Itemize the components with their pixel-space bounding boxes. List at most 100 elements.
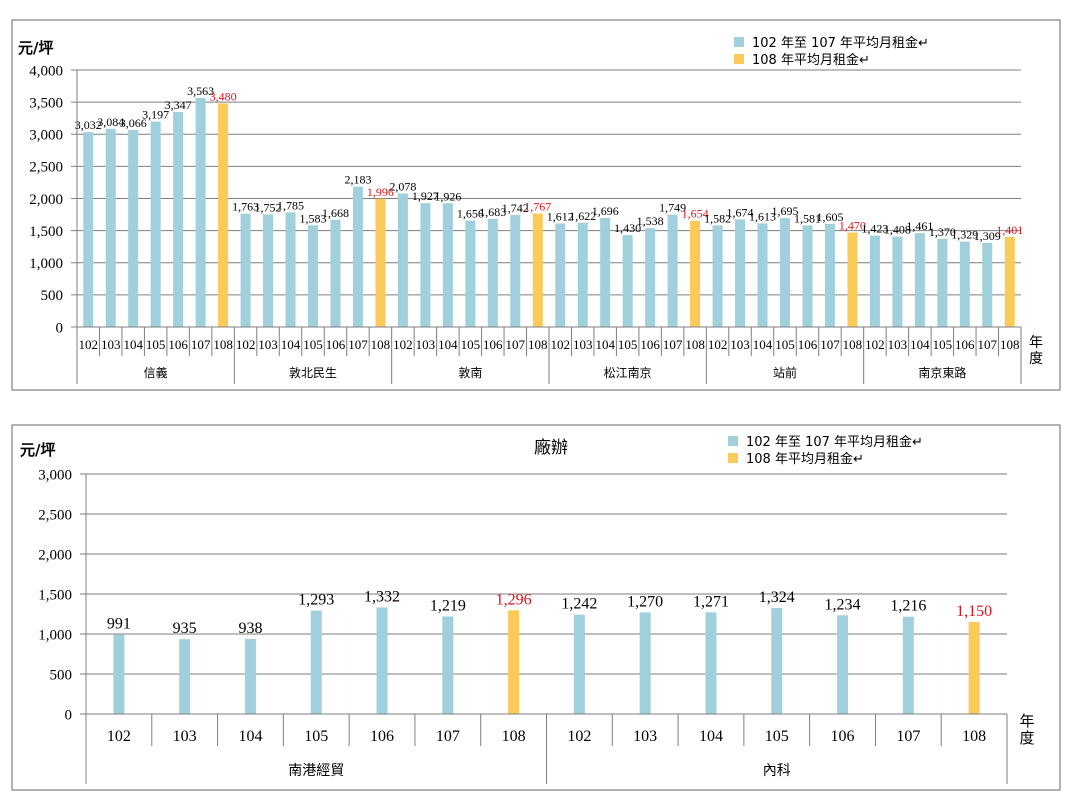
x-tick-label: 104 <box>699 728 723 745</box>
data-label: 3,032 <box>75 118 102 132</box>
data-label: 1,622 <box>569 209 596 223</box>
bar <box>113 634 125 714</box>
y-axis-label: 元/坪 <box>18 39 53 57</box>
x-tick-label: 102 <box>865 337 885 352</box>
data-label: 1,470 <box>839 219 866 233</box>
y-tick-label: 0 <box>56 320 64 336</box>
bar <box>639 612 651 714</box>
legend-entry: 108 年平均月租金↵ <box>746 451 864 467</box>
y-tick-label: 1,000 <box>38 627 72 643</box>
data-label: 1,696 <box>592 204 619 218</box>
data-label: 3,084 <box>97 115 124 129</box>
data-label: 1,461 <box>906 219 933 233</box>
chart-frame <box>11 19 1061 391</box>
data-label: 938 <box>238 620 262 637</box>
bar <box>285 212 296 327</box>
x-tick-label: 103 <box>633 728 657 745</box>
bar <box>263 214 274 327</box>
data-label: 2,078 <box>389 179 416 193</box>
group-label: 南港經貿 <box>288 763 344 779</box>
data-label: 1,767 <box>524 199 551 213</box>
x-tick-label: 105 <box>933 337 953 352</box>
bar <box>532 213 543 327</box>
bar <box>330 219 341 327</box>
x-tick-label: 106 <box>168 337 188 352</box>
data-label: 1,674 <box>727 205 754 219</box>
x-tick-label: 108 <box>528 337 548 352</box>
x-tick-label: 103 <box>888 337 908 352</box>
legend-swatch <box>734 37 744 47</box>
x-tick-label: 107 <box>896 728 920 745</box>
bar <box>179 639 191 714</box>
bar <box>982 242 993 327</box>
y-tick-label: 2,000 <box>29 192 63 208</box>
x-tick-label: 103 <box>416 337 436 352</box>
bar <box>308 225 318 327</box>
data-label: 1,927 <box>412 189 439 203</box>
x-tick-label: 106 <box>483 337 503 352</box>
bar <box>824 223 835 327</box>
data-label: 1,612 <box>547 209 574 223</box>
legend-entry: 102 年至 107 年平均月租金↵ <box>746 434 923 450</box>
data-label: 1,401 <box>996 223 1023 237</box>
y-tick-label: 2,500 <box>29 160 63 176</box>
x-axis-label-char: 年 <box>1029 335 1043 351</box>
x-tick-label: 108 <box>962 728 986 745</box>
y-tick-label: 4,000 <box>29 63 63 79</box>
bar <box>914 233 925 327</box>
data-label: 1,150 <box>956 603 992 620</box>
data-label: 1,324 <box>759 589 795 606</box>
data-label: 1,668 <box>322 206 349 220</box>
x-tick-label: 102 <box>567 728 591 745</box>
y-tick-label: 1,500 <box>38 587 72 603</box>
bar <box>105 128 116 327</box>
data-label: 1,430 <box>614 221 641 235</box>
data-label: 1,309 <box>974 229 1001 243</box>
bar <box>968 622 980 714</box>
x-tick-label: 108 <box>685 337 705 352</box>
bar <box>352 186 363 327</box>
data-label: 1,613 <box>749 209 776 223</box>
data-label: 3,197 <box>142 108 169 122</box>
data-label: 1,332 <box>364 588 400 605</box>
bar <box>465 220 476 327</box>
bar <box>1004 236 1015 327</box>
bar <box>892 236 903 327</box>
legend-swatch <box>728 453 738 463</box>
bar <box>645 228 656 327</box>
bar <box>622 235 633 327</box>
x-tick-label: 107 <box>820 337 840 352</box>
data-label: 1,581 <box>794 211 821 225</box>
data-label: 2,183 <box>344 173 371 187</box>
data-label: 1,271 <box>693 593 729 610</box>
bar <box>128 130 139 327</box>
bar <box>780 218 790 327</box>
y-tick-label: 1,000 <box>29 256 63 272</box>
data-label: 3,563 <box>187 84 214 98</box>
x-tick-label: 105 <box>765 728 789 745</box>
bar <box>735 219 746 327</box>
y-tick-label: 3,000 <box>38 467 72 483</box>
data-label: 1,763 <box>232 200 259 214</box>
x-tick-label: 106 <box>831 728 855 745</box>
data-label: 1,605 <box>816 210 843 224</box>
chart-title: 廠辦 <box>534 437 568 458</box>
data-label: 1,408 <box>884 223 911 237</box>
x-tick-label: 103 <box>101 337 121 352</box>
legend-swatch <box>734 54 744 64</box>
group-label: 敦南 <box>458 365 482 380</box>
group-label: 敦北民生 <box>289 365 337 380</box>
bar <box>420 203 431 327</box>
x-tick-label: 106 <box>798 337 818 352</box>
x-tick-label: 102 <box>550 337 570 352</box>
data-label: 1,329 <box>951 228 978 242</box>
bar <box>555 223 566 327</box>
x-tick-label: 102 <box>78 337 98 352</box>
y-tick-label: 500 <box>50 667 73 683</box>
bar <box>902 616 914 714</box>
data-label: 3,347 <box>165 98 192 112</box>
data-label: 1,293 <box>298 592 334 609</box>
data-label: 1,582 <box>704 211 731 225</box>
x-tick-label: 107 <box>978 337 998 352</box>
x-tick-label: 104 <box>438 337 458 352</box>
